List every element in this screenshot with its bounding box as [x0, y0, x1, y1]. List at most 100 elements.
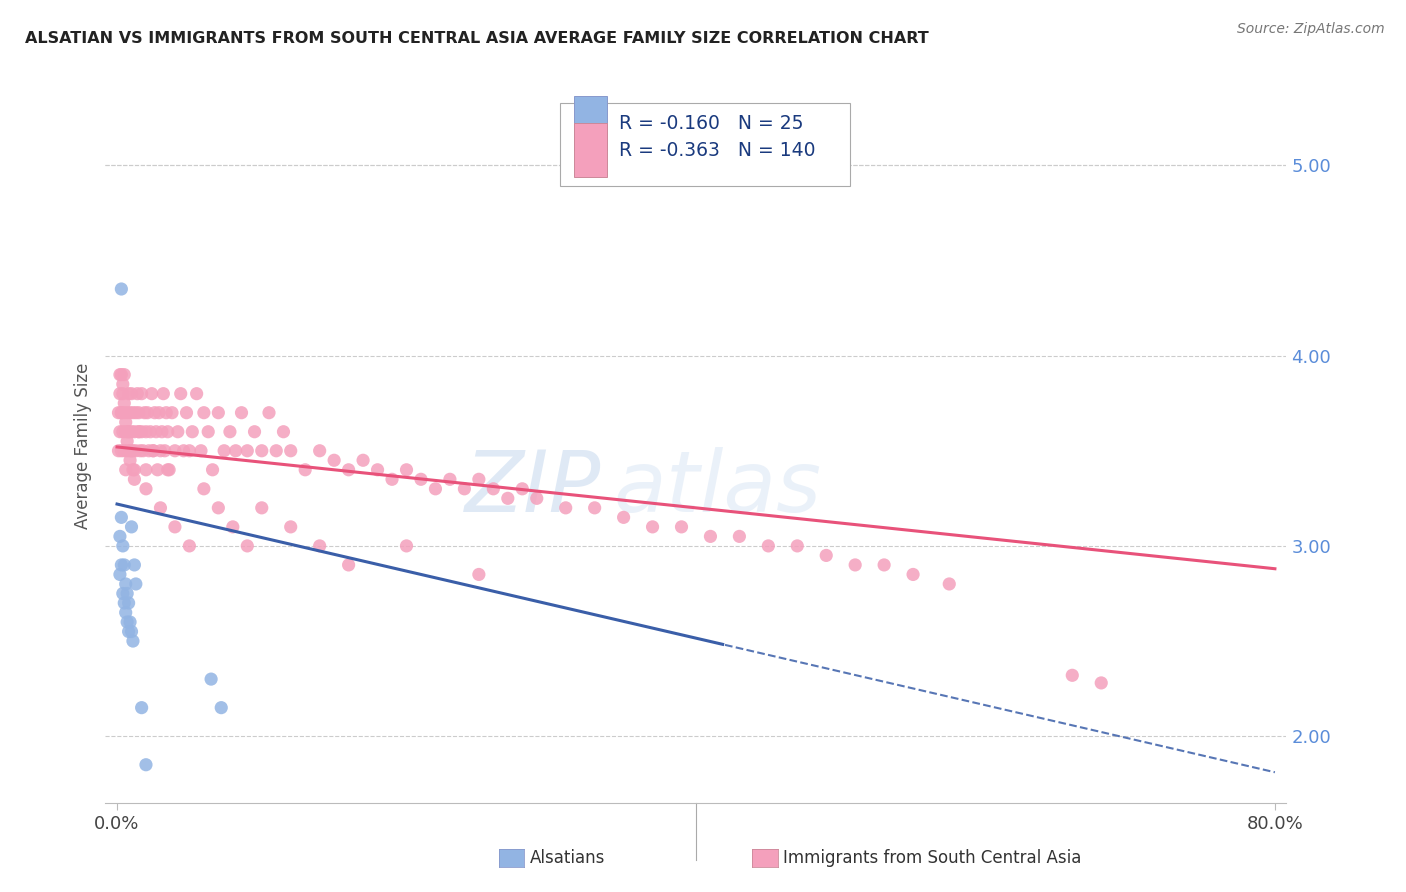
Point	[120, 453, 141, 467]
Point	[496, 491, 519, 506]
Point	[128, 425, 150, 439]
Point	[117, 624, 139, 639]
Point	[197, 425, 219, 439]
Point	[107, 406, 129, 420]
Point	[112, 396, 135, 410]
Point	[409, 472, 432, 486]
Point	[120, 443, 141, 458]
Text: R = -0.363   N = 140: R = -0.363 N = 140	[619, 141, 815, 160]
Point	[257, 406, 280, 420]
Point	[120, 615, 141, 629]
Point	[482, 482, 505, 496]
Point	[207, 406, 229, 420]
Point	[135, 482, 157, 496]
Point	[117, 425, 139, 439]
Point	[337, 558, 360, 572]
Point	[323, 453, 346, 467]
Point	[186, 386, 208, 401]
Point	[115, 443, 138, 458]
Point	[110, 443, 132, 458]
Point	[115, 586, 138, 600]
Point	[108, 386, 131, 401]
Point	[395, 463, 418, 477]
Point	[125, 577, 148, 591]
Point	[243, 425, 266, 439]
Point	[468, 567, 491, 582]
Point	[554, 500, 576, 515]
Point	[124, 558, 146, 572]
Point	[122, 463, 145, 477]
Point	[170, 386, 193, 401]
Point	[367, 463, 389, 477]
Point	[671, 520, 693, 534]
Point	[166, 425, 188, 439]
Point	[110, 406, 132, 420]
Point	[786, 539, 808, 553]
Point	[222, 520, 245, 534]
Point	[110, 406, 132, 420]
Point	[352, 453, 374, 467]
Point	[219, 425, 242, 439]
Point	[225, 443, 247, 458]
Point	[131, 386, 153, 401]
Text: ZIP: ZIP	[465, 447, 602, 531]
Point	[132, 443, 155, 458]
Point	[112, 368, 135, 382]
Point	[114, 606, 136, 620]
Point	[152, 386, 174, 401]
Point	[308, 443, 330, 458]
Point	[122, 406, 145, 420]
Point	[938, 577, 960, 591]
Point	[148, 406, 170, 420]
Point	[112, 443, 135, 458]
Point	[157, 463, 180, 477]
Point	[142, 443, 165, 458]
FancyBboxPatch shape	[560, 103, 849, 186]
Point	[121, 386, 143, 401]
Point	[280, 443, 302, 458]
Point	[108, 368, 131, 382]
Point	[844, 558, 866, 572]
Text: ALSATIAN VS IMMIGRANTS FROM SOUTH CENTRAL ASIA AVERAGE FAMILY SIZE CORRELATION C: ALSATIAN VS IMMIGRANTS FROM SOUTH CENTRA…	[25, 31, 929, 46]
Point	[138, 443, 160, 458]
Point	[273, 425, 295, 439]
Point	[173, 443, 195, 458]
Point	[128, 406, 150, 420]
Point	[200, 672, 222, 686]
Point	[193, 482, 215, 496]
Point	[156, 425, 179, 439]
Point	[337, 463, 360, 477]
Point	[135, 757, 157, 772]
Point	[136, 406, 159, 420]
Point	[510, 482, 533, 496]
Point	[110, 510, 132, 524]
Text: Immigrants from South Central Asia: Immigrants from South Central Asia	[783, 849, 1081, 867]
Point	[110, 558, 132, 572]
Point	[112, 596, 135, 610]
Point	[231, 406, 253, 420]
Point	[111, 539, 134, 553]
Point	[468, 472, 491, 486]
Point	[179, 443, 201, 458]
Point	[108, 567, 131, 582]
Point	[111, 586, 134, 600]
Point	[115, 406, 138, 420]
Point	[190, 443, 212, 458]
Point	[156, 463, 179, 477]
Point	[110, 282, 132, 296]
Point	[1062, 668, 1084, 682]
Point	[308, 539, 330, 553]
Point	[112, 406, 135, 420]
Point	[236, 443, 259, 458]
Point	[294, 463, 316, 477]
Point	[125, 406, 148, 420]
Point	[128, 425, 150, 439]
Point	[141, 386, 163, 401]
Point	[124, 463, 146, 477]
Point	[124, 472, 146, 486]
Point	[114, 463, 136, 477]
Point	[176, 406, 198, 420]
Point	[111, 377, 134, 392]
Point	[139, 425, 162, 439]
Point	[381, 472, 404, 486]
